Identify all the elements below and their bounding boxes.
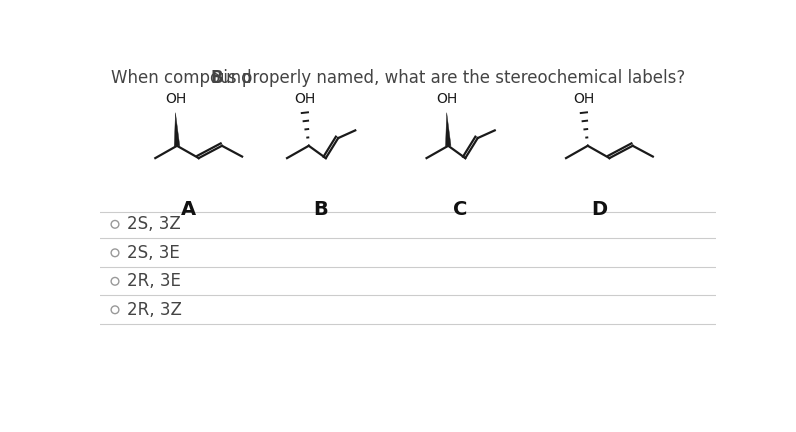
Text: OH: OH: [295, 92, 315, 106]
Polygon shape: [174, 113, 180, 146]
Text: 2R, 3Z: 2R, 3Z: [127, 301, 182, 319]
Text: OH: OH: [165, 92, 186, 106]
Text: 2S, 3Z: 2S, 3Z: [127, 215, 181, 233]
Text: 2R, 3E: 2R, 3E: [127, 272, 181, 290]
Text: D: D: [591, 200, 607, 219]
Text: B: B: [210, 69, 223, 87]
Text: B: B: [313, 200, 328, 219]
Text: OH: OH: [573, 92, 595, 106]
Polygon shape: [446, 113, 451, 146]
Text: When compound: When compound: [111, 69, 257, 87]
Text: A: A: [181, 200, 196, 219]
Text: C: C: [453, 200, 467, 219]
Text: OH: OH: [436, 92, 458, 106]
Text: 2S, 3E: 2S, 3E: [127, 244, 180, 262]
Text: is properly named, what are the stereochemical labels?: is properly named, what are the stereoch…: [218, 69, 685, 87]
